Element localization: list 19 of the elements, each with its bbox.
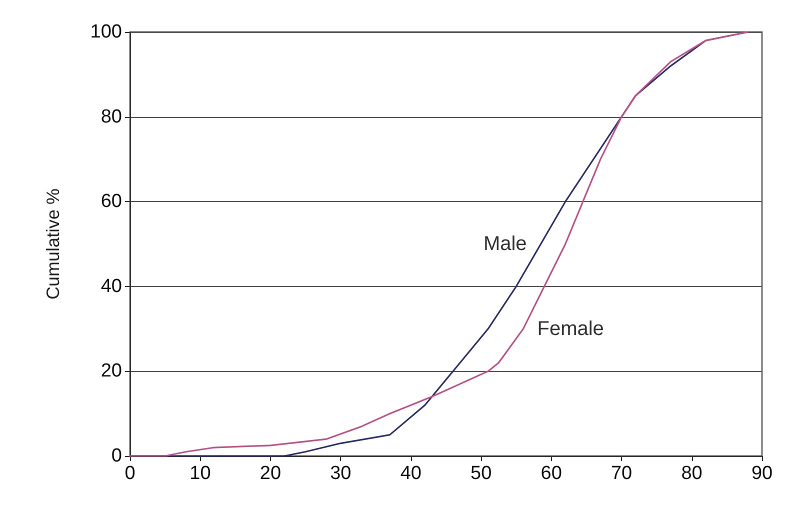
x-tick-label: 50: [470, 463, 492, 484]
x-tick-label: 40: [400, 463, 422, 484]
x-tick-label: 30: [330, 463, 352, 484]
y-tick-label: 100: [90, 22, 122, 42]
series-label: Female: [537, 318, 604, 340]
x-tick-label: 0: [124, 463, 136, 484]
x-tick-label: 60: [540, 463, 562, 484]
y-axis-title: Cumulative %: [43, 188, 63, 300]
x-tick-label: 10: [190, 463, 211, 484]
y-tick-label: 80: [100, 106, 122, 128]
y-tick-label: 0: [111, 446, 122, 466]
x-tick-label: 90: [751, 463, 773, 484]
x-tick-label: 80: [681, 463, 702, 484]
series-label: Male: [483, 233, 527, 255]
y-tick-label: 60: [100, 191, 122, 212]
y-tick-label: 20: [100, 360, 122, 382]
x-tick-label: 70: [610, 463, 632, 484]
x-tick-label: 20: [260, 463, 282, 484]
y-tick-label: 40: [100, 276, 122, 297]
